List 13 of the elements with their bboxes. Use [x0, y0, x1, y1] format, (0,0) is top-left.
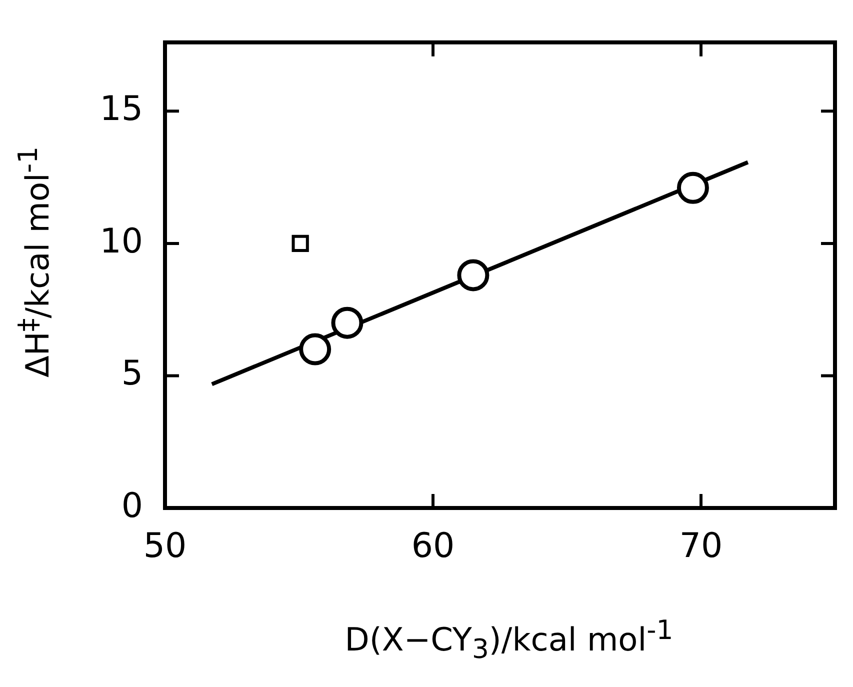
point: [331, 306, 364, 339]
y-tick-label: 0: [121, 486, 143, 526]
y-tick-label: 5: [121, 354, 143, 394]
point: [457, 259, 490, 292]
x-tick-label: 70: [679, 526, 723, 566]
point: [299, 333, 332, 366]
y-tick-label: 15: [100, 89, 143, 130]
x-tick-label: 60: [411, 526, 455, 566]
point: [292, 234, 309, 252]
point: [676, 172, 709, 204]
y-tick-label: 10: [100, 221, 143, 262]
x-tick-label: 50: [143, 526, 187, 566]
x-axis-title: D(X−CY$_{3}$)/kcal mol$^{-1}$: [344, 615, 674, 666]
